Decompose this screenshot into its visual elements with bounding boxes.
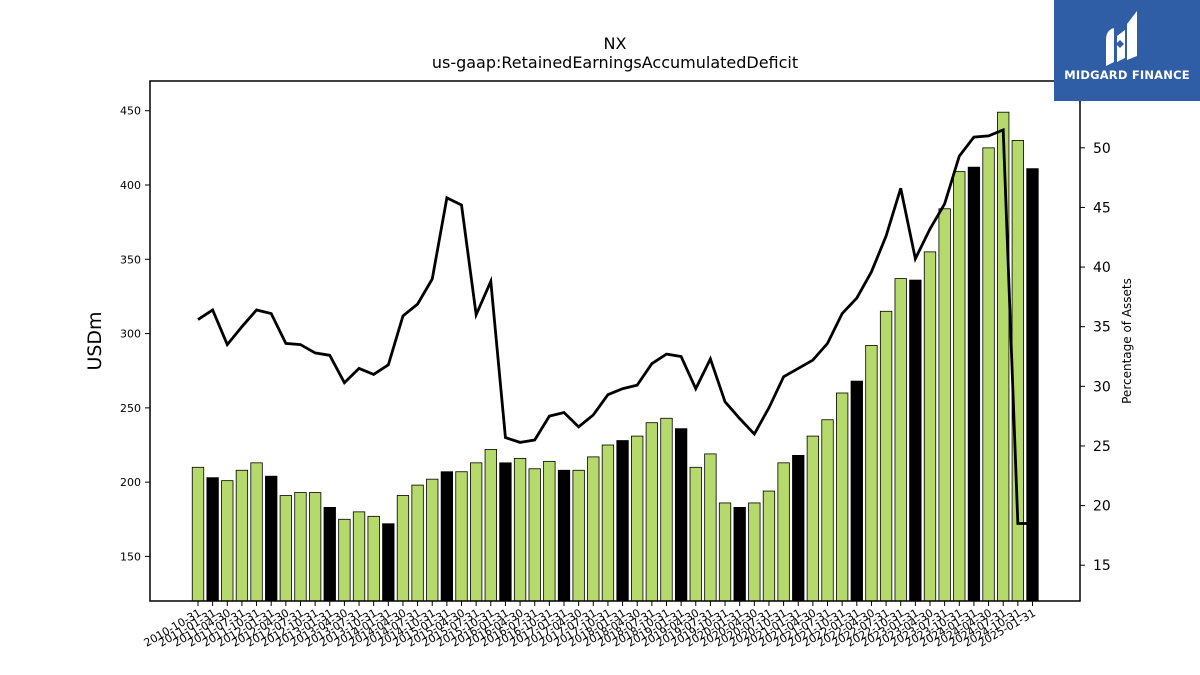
y-tick-label: 400 <box>120 179 141 192</box>
bar <box>836 392 849 602</box>
bar <box>440 471 454 602</box>
bar <box>528 468 541 602</box>
bar <box>279 495 292 602</box>
y2-tick-label: 20 <box>1093 499 1111 515</box>
midgard-finance-logo: MIDGARD FINANCE <box>1054 0 1200 101</box>
bar <box>616 440 629 602</box>
bar <box>674 428 688 602</box>
series-line-percentage-of-assets <box>197 127 1033 525</box>
bar <box>543 460 556 602</box>
bar <box>513 457 527 602</box>
bar <box>792 454 805 602</box>
bar <box>879 310 893 602</box>
y2-tick-label: 15 <box>1093 558 1111 574</box>
y2-tick-label: 30 <box>1093 379 1111 395</box>
y-tick-label: 300 <box>120 328 141 341</box>
bar <box>557 469 571 602</box>
bar <box>396 495 410 602</box>
bar <box>191 466 205 602</box>
bar <box>631 435 644 602</box>
bar <box>982 147 995 602</box>
bar <box>382 523 395 602</box>
chart-subtitle: us-gaap:RetainedEarningsAccumulatedDefic… <box>432 53 798 72</box>
bar <box>909 279 922 602</box>
midgard-logo-mark-icon <box>1106 11 1137 66</box>
bar <box>587 456 600 602</box>
bar <box>865 345 878 602</box>
bar <box>499 462 512 602</box>
y-tick-label: 250 <box>120 402 141 415</box>
bar <box>235 469 249 602</box>
bar <box>455 471 468 602</box>
bar <box>572 469 585 602</box>
bar <box>1026 168 1039 602</box>
bar <box>938 208 951 602</box>
bar <box>923 251 937 602</box>
y2-tick-label: 25 <box>1093 439 1111 455</box>
bar <box>250 462 263 602</box>
bar <box>967 166 981 602</box>
chart-title: NX <box>604 34 627 53</box>
bar <box>704 453 717 602</box>
bar <box>997 111 1010 602</box>
y-tick-label: 450 <box>120 105 141 118</box>
bar <box>601 444 615 602</box>
y-tick-label: 350 <box>120 253 141 266</box>
bar <box>294 492 307 602</box>
plot-frame <box>149 80 1081 602</box>
bar <box>206 477 219 602</box>
bar <box>265 475 278 602</box>
bar <box>411 484 424 602</box>
bar <box>660 417 673 602</box>
bar <box>484 449 497 602</box>
bar <box>762 490 776 602</box>
y2-tick-label: 40 <box>1093 260 1111 276</box>
bar <box>748 502 761 602</box>
bar <box>308 492 322 602</box>
bar <box>733 506 746 602</box>
y2-tick-label: 35 <box>1093 320 1111 336</box>
bar <box>806 435 820 602</box>
y-tick-label: 150 <box>120 550 141 563</box>
bar <box>821 419 834 602</box>
y-axis-label: USDm <box>84 311 106 370</box>
y2-tick-label: 50 <box>1093 141 1111 157</box>
bar <box>953 171 966 602</box>
bar <box>367 515 380 602</box>
bar <box>426 478 439 602</box>
bar <box>323 506 336 602</box>
y-tick-label: 200 <box>120 476 141 489</box>
bar <box>777 462 790 602</box>
line-layer <box>197 127 1033 525</box>
bars-layer <box>191 111 1039 602</box>
bar <box>645 422 658 602</box>
axes-layer: 1502002503003504004501520253035404550201… <box>120 80 1111 650</box>
bar <box>338 518 351 602</box>
bar <box>1011 140 1024 602</box>
bar <box>352 511 366 602</box>
bar <box>689 466 702 602</box>
bar <box>894 278 907 602</box>
bar <box>718 502 732 602</box>
logo-text: MIDGARD FINANCE <box>1064 68 1190 82</box>
bar <box>221 480 234 602</box>
bar <box>470 462 483 602</box>
y2-tick-label: 45 <box>1093 200 1111 216</box>
bar <box>850 380 863 602</box>
y2-axis-label: Percentage of Assets <box>1120 278 1134 404</box>
